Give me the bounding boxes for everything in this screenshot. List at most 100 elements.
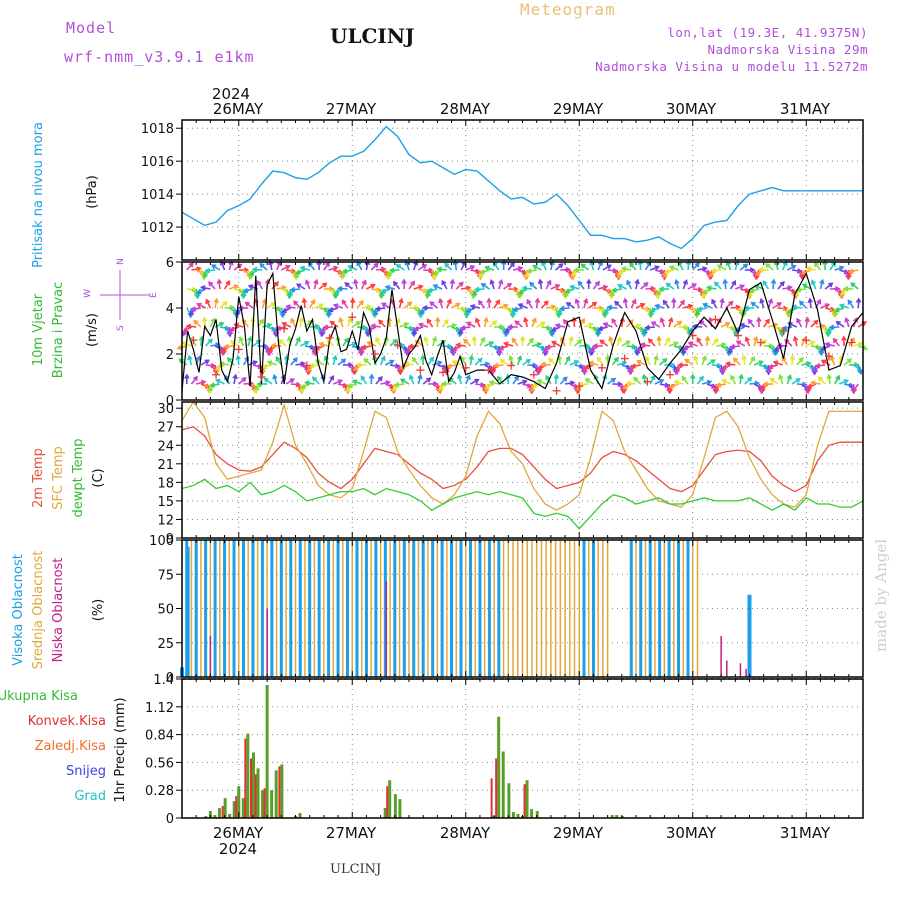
wind-arrow-head [757,266,764,273]
wind-arrow-head [564,292,569,298]
precip-total-bar [256,768,260,818]
y-tick-label: 1.12 [145,701,174,716]
wind-arrow-head [673,341,679,347]
wind-arrow-head [820,345,826,351]
wind-arrow-head [320,328,326,334]
precip-total-bar [535,811,539,818]
wind-arrow-head [801,269,807,275]
precip-conv-bar [523,784,526,818]
wind-arrow-head [486,297,492,303]
legend-total-rain: Ukupna Kisa [0,689,78,704]
precip-unit: 1hr Precip (mm) [113,697,128,802]
wind-arrow-head [263,377,269,383]
bottom-day-label: 26MAY [213,824,264,842]
wind-arrow-head [196,302,202,308]
wind-arrow-head [741,354,747,361]
wind-arrow-head [379,292,385,299]
dewpoint-line [181,478,864,530]
wind-arrow-head [682,345,689,351]
wind-arrow-head [588,360,594,366]
wind-arrow-head [417,322,424,328]
wind-arrow-head [847,299,853,305]
wind-arrow-head [483,316,489,323]
precip-conv-bar [490,778,493,818]
wind-arrow-head [224,374,230,380]
wind-arrow-head [455,342,461,348]
wind-arrow-head [642,328,648,335]
wind-arrow-head [215,378,221,384]
wind-arrow-head [193,319,199,325]
wind-arrow-head [772,360,779,366]
top-day-label: 26MAY [213,100,264,118]
cloud-high-bar [677,540,681,677]
compass-n-label: N [116,258,126,265]
wind-arrow-head [655,290,662,296]
wind-arrow-head [814,363,821,369]
wind-arrow-head [208,281,214,287]
wind-arrow-head [565,355,571,362]
cloud-high-bar [308,540,312,677]
wind-arrow-head [545,374,551,381]
wind-arrow-head [420,354,426,360]
wind-arrow-head [562,319,568,325]
wind-arrow-head [711,298,717,305]
wind-arrow-head [650,321,657,327]
cloud-high-bar [364,540,368,677]
wind-arrow-head [495,299,501,305]
cloud-high-bar [270,540,274,677]
wind-arrow-head [545,344,551,350]
wind-arrow-head [658,378,665,384]
wind-arrow-head [421,264,428,269]
wind-arrow-head [432,284,438,290]
wind-arrow-head [753,335,759,342]
wind-arrow-head [647,338,653,344]
wind-arrow-head [833,311,839,317]
wind-arrow-head [477,299,483,306]
wind-arrow-head [352,365,359,371]
wind-arrow-head [537,365,543,371]
wind-arrow-head [259,262,265,269]
wind-arrow-head [852,387,858,393]
wind-arrow-head [448,377,454,383]
wind-arrow-head [858,341,864,347]
wind-arrow-head [285,304,291,310]
wind-arrow-head [405,347,411,353]
wind-arrow-head [264,278,271,284]
cloud-high-bar [232,540,236,677]
wind-arrow-head [336,285,343,292]
wind-arrow-head [426,377,432,383]
wind-arrow-head [637,259,643,265]
cloud-high-bar [450,540,454,677]
wind-arrow-head [805,265,812,272]
wind-arrow-head [496,375,502,382]
precip-total-bar [280,764,284,818]
wind-arrow-head [401,278,407,284]
wind-arrow-head [614,300,620,306]
wind-arrow-head [469,265,476,271]
wind-arrow-head [568,335,574,342]
wind-arrow-head [301,297,308,304]
wind-arrow-head [724,361,731,367]
wind-arrow-head [687,341,694,347]
wind-arrow-head [812,367,819,373]
y-tick-label: 27 [157,421,174,436]
precip-total-bar [497,716,501,818]
wind-arrow-head [656,335,662,341]
wind-arrow-head [663,269,670,275]
wind-arrow-head [706,285,712,291]
wind-arrow-head [611,287,617,293]
wind-arrow-head [649,311,655,317]
wind-arrow-head [222,300,228,307]
wind-arrow-head [444,262,450,268]
precip-total-bar [208,811,212,818]
precip-total-bar [265,684,269,818]
wind-arrow-head [710,359,716,365]
wind-arrow-head [200,285,206,291]
wind-arrow-head [332,303,339,309]
wind-arrow-head [380,355,386,361]
wind-arrow-head [267,346,273,352]
wind-arrow-head [843,379,850,385]
wind-arrow-head [824,303,831,309]
wind-arrow-head [322,324,329,330]
wind-arrow-head [801,283,808,289]
